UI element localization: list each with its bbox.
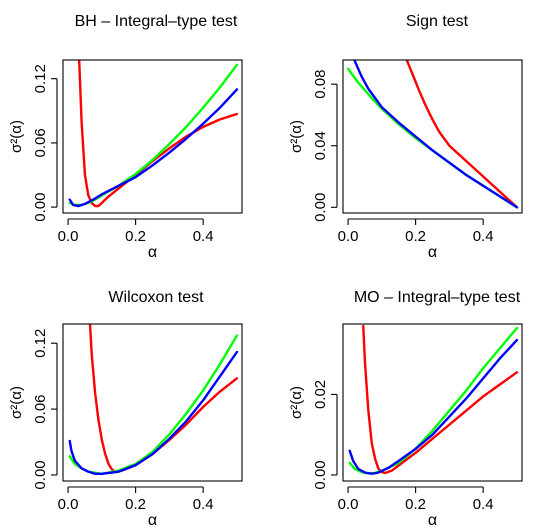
y-tick-label: 0.02 [312, 380, 329, 409]
series-line-3 [348, 338, 519, 475]
chart-panel-3: Wilcoxon test 0.0 0.2 0.4 α 0.00 0.06 0.12 σ²(α) [8, 289, 243, 529]
series-line-1 [362, 324, 519, 475]
x-tick-label: 0.0 [338, 228, 359, 245]
y-axis-label: σ²(α) [8, 386, 25, 419]
x-tick-label: 0.4 [473, 228, 494, 245]
series-line-3 [353, 60, 519, 209]
series-line-1 [405, 60, 519, 209]
plot-frame [62, 323, 243, 482]
x-axis-label: α [428, 512, 437, 529]
y-axis-label: σ²(α) [288, 120, 305, 153]
x-tick-label: 0.0 [338, 496, 359, 513]
chart-title: MO – Integral–type test [354, 289, 521, 306]
x-tick-label: 0.0 [58, 496, 79, 513]
x-axis-label: α [148, 512, 157, 529]
y-tick-label: 0.00 [32, 460, 49, 489]
y-tick-label: 0.12 [32, 329, 49, 358]
x-tick-label: 0.4 [473, 496, 494, 513]
plot-frame [342, 323, 523, 482]
y-tick-label: 0.00 [312, 193, 329, 222]
y-tick-label: 0.06 [32, 128, 49, 157]
y-tick-label: 0.08 [312, 70, 329, 99]
y-tick-label: 0.00 [312, 460, 329, 489]
x-tick-label: 0.4 [193, 496, 214, 513]
chart-title: Sign test [406, 13, 469, 30]
y-tick-label: 0.00 [32, 193, 49, 222]
x-tick-label: 0.2 [405, 228, 426, 245]
x-tick-label: 0.2 [125, 496, 146, 513]
chart-panel-1: BH – Integral–type test 0.0 0.2 0.4 α 0.00 0.0… [8, 13, 243, 261]
x-axis-label: α [148, 244, 157, 261]
x-axis-label: α [428, 244, 437, 261]
chart-panel-4: MO – Integral–type test 0.0 0.2 0.4 α 0.00 0.0… [288, 289, 523, 529]
y-tick-label: 0.04 [312, 131, 329, 160]
x-tick-label: 0.2 [405, 496, 426, 513]
panels: BH – Integral–type test 0.0 0.2 0.4 α 0.00 0.0… [8, 13, 523, 529]
plot-frame [342, 59, 523, 214]
y-tick-label: 0.12 [32, 64, 49, 93]
series-line-3 [68, 88, 239, 208]
y-axis-label: σ²(α) [288, 386, 305, 419]
y-axis-label: σ²(α) [8, 120, 25, 153]
chart-title: Wilcoxon test [108, 289, 204, 306]
x-tick-label: 0.0 [58, 228, 79, 245]
plot-frame [62, 59, 243, 214]
chart-title: BH – Integral–type test [75, 13, 238, 30]
x-tick-label: 0.4 [193, 228, 214, 245]
chart-panel-2: Sign test 0.0 0.2 0.4 α 0.00 0.04 0.08 σ²(α) [288, 13, 523, 261]
series-line-3 [68, 350, 239, 476]
y-tick-label: 0.06 [32, 394, 49, 423]
x-tick-label: 0.2 [125, 228, 146, 245]
